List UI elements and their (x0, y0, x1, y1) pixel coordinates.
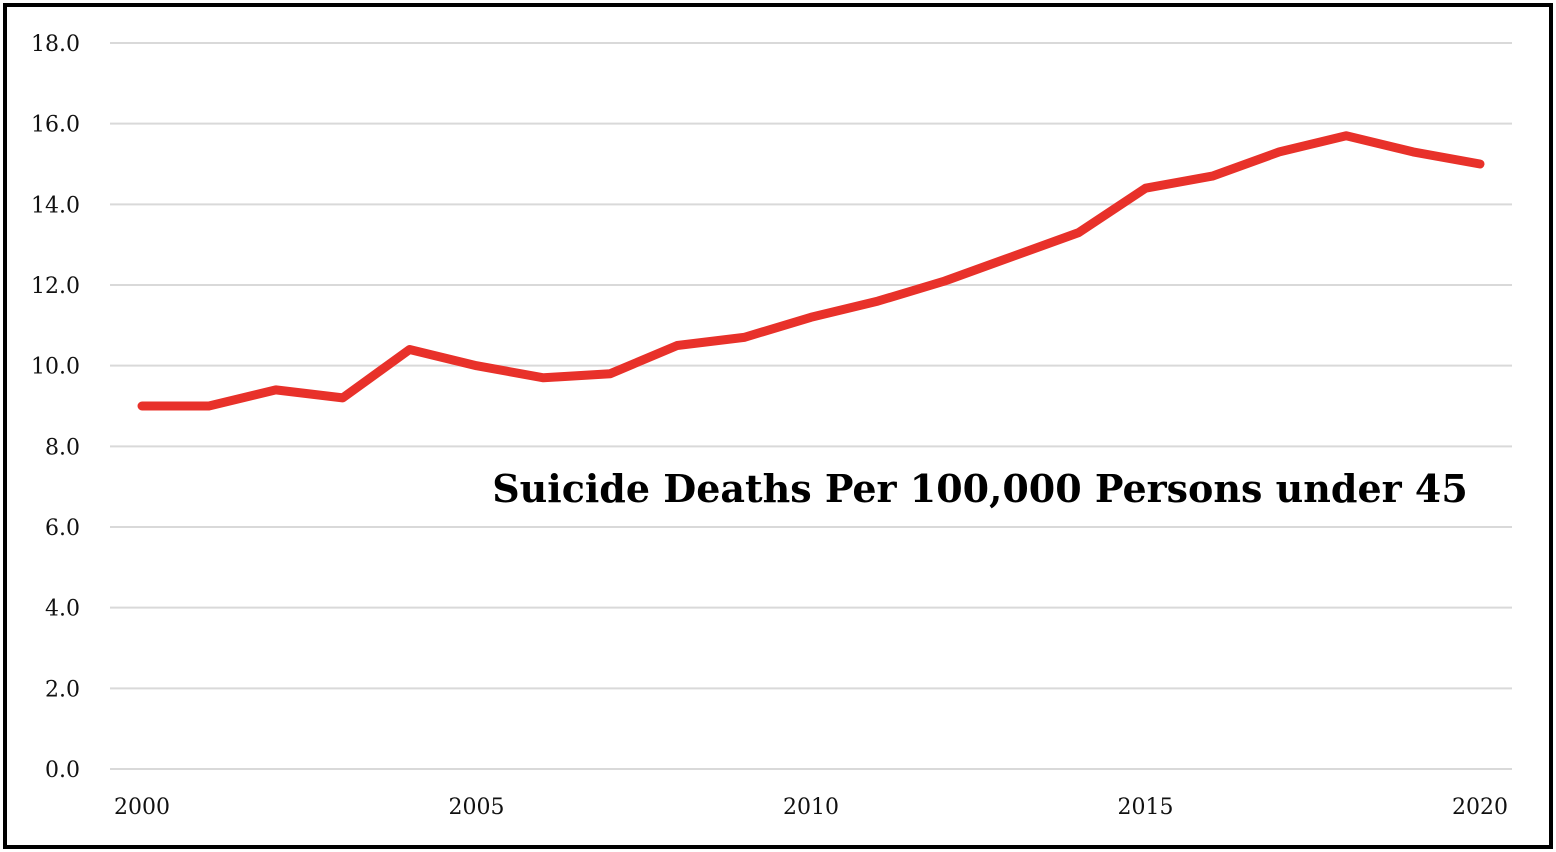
x-axis-ticks: 2000 2005 2010 2015 2020 (114, 795, 1508, 820)
y-tick-label: 4.0 (45, 597, 80, 622)
gridlines (110, 42, 1512, 770)
x-tick-label: 2010 (783, 795, 839, 820)
y-tick-label: 16.0 (31, 113, 80, 138)
series-line (137, 131, 1485, 411)
y-tick-label: 0.0 (45, 758, 80, 783)
y-tick-label: 14.0 (31, 193, 80, 218)
x-tick-label: 2015 (1118, 795, 1174, 820)
y-tick-label: 18.0 (31, 32, 80, 57)
chart-title: Suicide Deaths Per 100,000 Persons under… (492, 466, 1468, 511)
x-tick-label: 2020 (1452, 795, 1508, 820)
y-tick-label: 8.0 (45, 435, 80, 460)
x-tick-label: 2005 (449, 795, 505, 820)
y-axis-ticks: 0.0 2.0 4.0 6.0 8.0 10.0 12.0 14.0 16.0 18.0 (31, 32, 80, 783)
x-tick-label: 2000 (114, 795, 170, 820)
y-tick-label: 2.0 (45, 677, 80, 702)
y-tick-label: 6.0 (45, 516, 80, 541)
y-tick-label: 12.0 (31, 274, 80, 299)
y-tick-label: 10.0 (31, 355, 80, 380)
series-layer (137, 131, 1485, 411)
